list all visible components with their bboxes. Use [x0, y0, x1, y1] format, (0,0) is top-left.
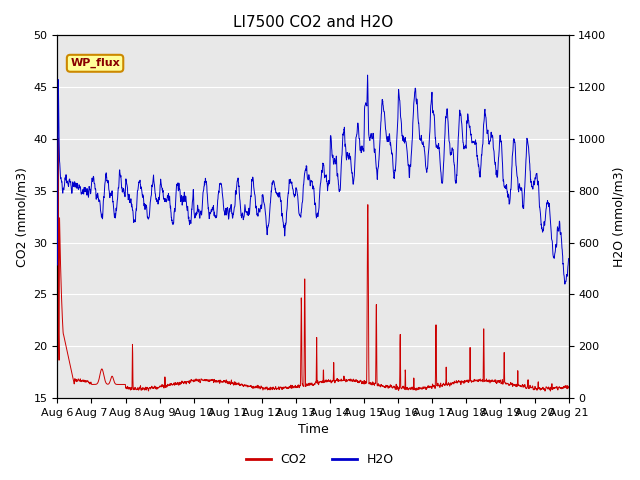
X-axis label: Time: Time [298, 423, 328, 436]
Legend: CO2, H2O: CO2, H2O [241, 448, 399, 471]
Y-axis label: H2O (mmol/m3): H2O (mmol/m3) [612, 167, 625, 267]
Title: LI7500 CO2 and H2O: LI7500 CO2 and H2O [233, 15, 393, 30]
Text: WP_flux: WP_flux [70, 58, 120, 69]
Y-axis label: CO2 (mmol/m3): CO2 (mmol/m3) [15, 167, 28, 266]
